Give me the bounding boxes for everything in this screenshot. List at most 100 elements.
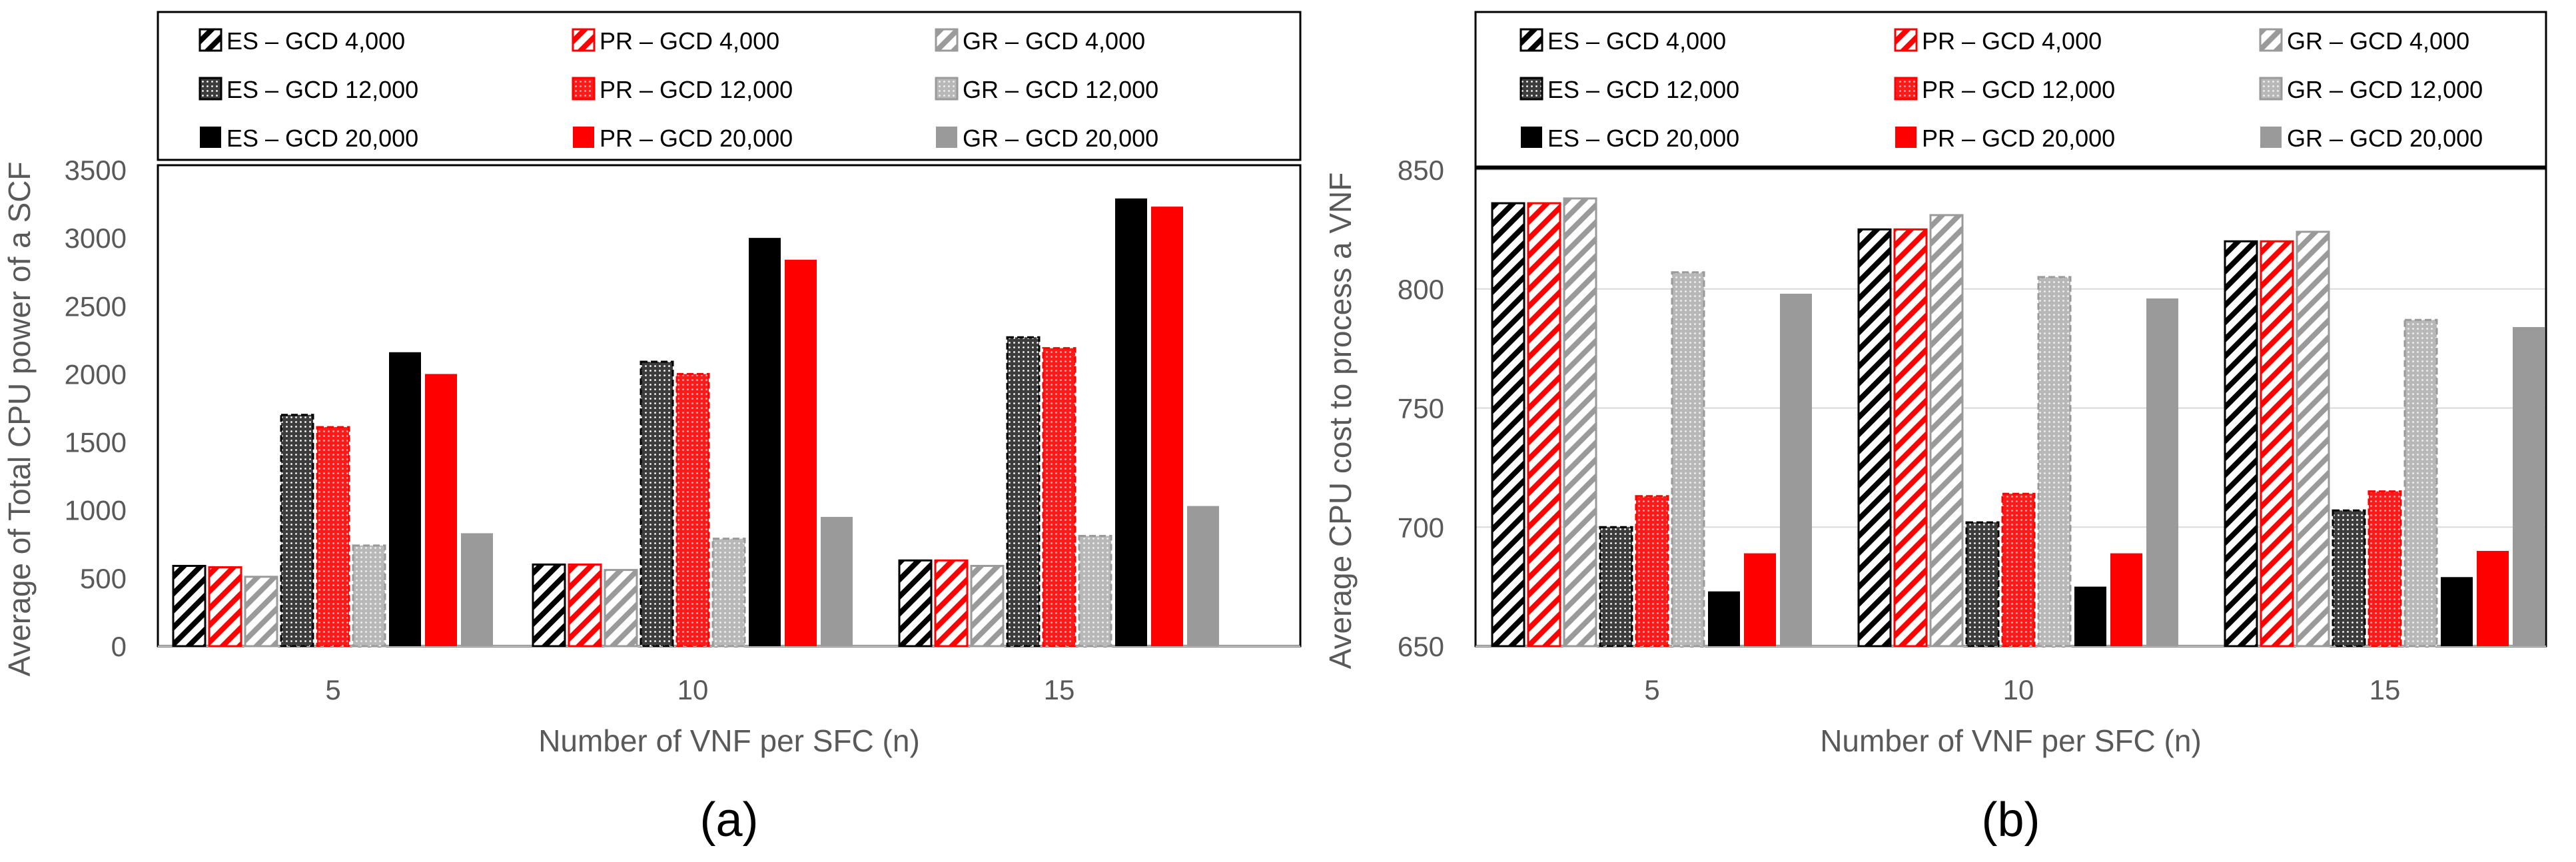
legend-swatch [1894, 77, 1918, 101]
panel-label: (a) [700, 793, 759, 847]
legend-label: GR – GCD 20,000 [2287, 125, 2483, 152]
bar [1527, 202, 1561, 647]
legend-swatch [1519, 77, 1543, 101]
bar [1780, 293, 1812, 646]
y-tick-label: 650 [1398, 631, 1444, 662]
bar [425, 374, 457, 646]
x-axis-title: Number of VNF per SFC (n) [1820, 723, 2202, 758]
bar [1151, 207, 1183, 647]
panel-label: (b) [1982, 793, 2040, 847]
y-tick-label: 1500 [65, 427, 127, 458]
legend-swatch [2259, 77, 2283, 101]
x-tick-label: 15 [2369, 674, 2401, 705]
bar [898, 559, 933, 647]
bar [604, 569, 638, 647]
y-tick-label: 3000 [65, 222, 127, 254]
y-tick-label: 0 [111, 631, 127, 662]
x-axis-title: Number of VNF per SFC (n) [538, 723, 920, 758]
legend-swatch [2260, 127, 2282, 148]
bar [461, 533, 493, 646]
legend-swatch [1519, 28, 1543, 52]
y-tick-label: 2000 [65, 358, 127, 390]
legend-swatch [199, 28, 222, 52]
legend [1474, 11, 2547, 168]
y-tick-label: 1000 [65, 495, 127, 526]
legend-label: PR – GCD 12,000 [1922, 76, 2115, 103]
bar [2110, 553, 2142, 646]
y-tick-label: 850 [1398, 155, 1444, 186]
legend-label: GR – GCD 12,000 [963, 76, 1158, 103]
x-tick-label: 10 [2003, 674, 2034, 705]
legend-label: PR – GCD 4,000 [1922, 27, 2102, 55]
bar [934, 559, 969, 647]
bar [640, 360, 674, 647]
legend-label: PR – GCD 12,000 [600, 76, 793, 103]
bar [532, 563, 566, 647]
y-tick-label: 3500 [65, 155, 127, 186]
bar [1187, 506, 1219, 646]
legend-label: GR – GCD 20,000 [963, 125, 1158, 152]
bar [970, 564, 1005, 647]
bar [749, 238, 781, 647]
legend-swatch [1894, 28, 1918, 52]
legend-label: ES – GCD 4,000 [226, 27, 405, 55]
legend-label: ES – GCD 20,000 [226, 125, 418, 152]
bar [2332, 509, 2366, 647]
bar [1671, 271, 1705, 647]
x-tick-label: 15 [1044, 674, 1075, 705]
y-tick-label: 700 [1398, 512, 1444, 543]
bar [1078, 535, 1112, 647]
legend-label: GR – GCD 12,000 [2287, 76, 2483, 103]
bar [1599, 526, 1633, 647]
legend-label: ES – GCD 12,000 [226, 76, 418, 103]
bar [208, 566, 242, 647]
bar [1857, 228, 1892, 647]
x-tick-label: 5 [325, 674, 340, 705]
bar [2367, 490, 2402, 647]
bar [244, 576, 278, 647]
bar [389, 352, 421, 646]
legend-swatch [572, 77, 596, 101]
legend-label: GR – GCD 4,000 [2287, 27, 2469, 55]
legend-label: GR – GCD 4,000 [963, 27, 1145, 55]
bar [2146, 298, 2178, 646]
legend-label: PR – GCD 20,000 [1922, 125, 2115, 152]
legend-swatch [199, 77, 222, 101]
bar [821, 516, 853, 646]
bar [172, 564, 207, 647]
x-tick-label: 5 [1644, 674, 1659, 705]
bar [1893, 228, 1928, 647]
bar [316, 426, 350, 647]
bar [1563, 197, 1597, 647]
bar [711, 538, 746, 647]
legend-swatch [572, 28, 596, 52]
y-tick-label: 2500 [65, 290, 127, 322]
legend-swatch [935, 28, 959, 52]
bar [2074, 586, 2106, 646]
bar [352, 544, 386, 647]
bar [1635, 495, 1669, 647]
bar [2001, 492, 2036, 647]
legend-swatch [573, 127, 594, 148]
bar [1708, 591, 1740, 646]
bar [280, 414, 314, 647]
bar [1491, 202, 1525, 647]
bar [2037, 276, 2072, 647]
bar [2224, 240, 2258, 647]
chart-panel-b: 650 700 750 800 850 5 10 15 Average CPU cost to … [1323, 11, 2547, 847]
y-axis-title: Average CPU cost to process a VNF [1323, 173, 1358, 669]
legend-label: ES – GCD 4,000 [1547, 27, 1726, 55]
y-tick-label: 800 [1398, 274, 1444, 305]
legend-label: PR – GCD 20,000 [600, 125, 793, 152]
y-tick-label: 750 [1398, 393, 1444, 424]
legend-swatch [1521, 127, 1542, 148]
bar [568, 563, 602, 647]
bar [2477, 551, 2509, 646]
bar [2441, 577, 2473, 646]
bar [2513, 326, 2545, 646]
y-axis-title: Average of Total CPU power of a SCF [2, 161, 37, 676]
bar [2296, 230, 2330, 647]
bar [785, 259, 817, 646]
bar [1929, 214, 1964, 647]
